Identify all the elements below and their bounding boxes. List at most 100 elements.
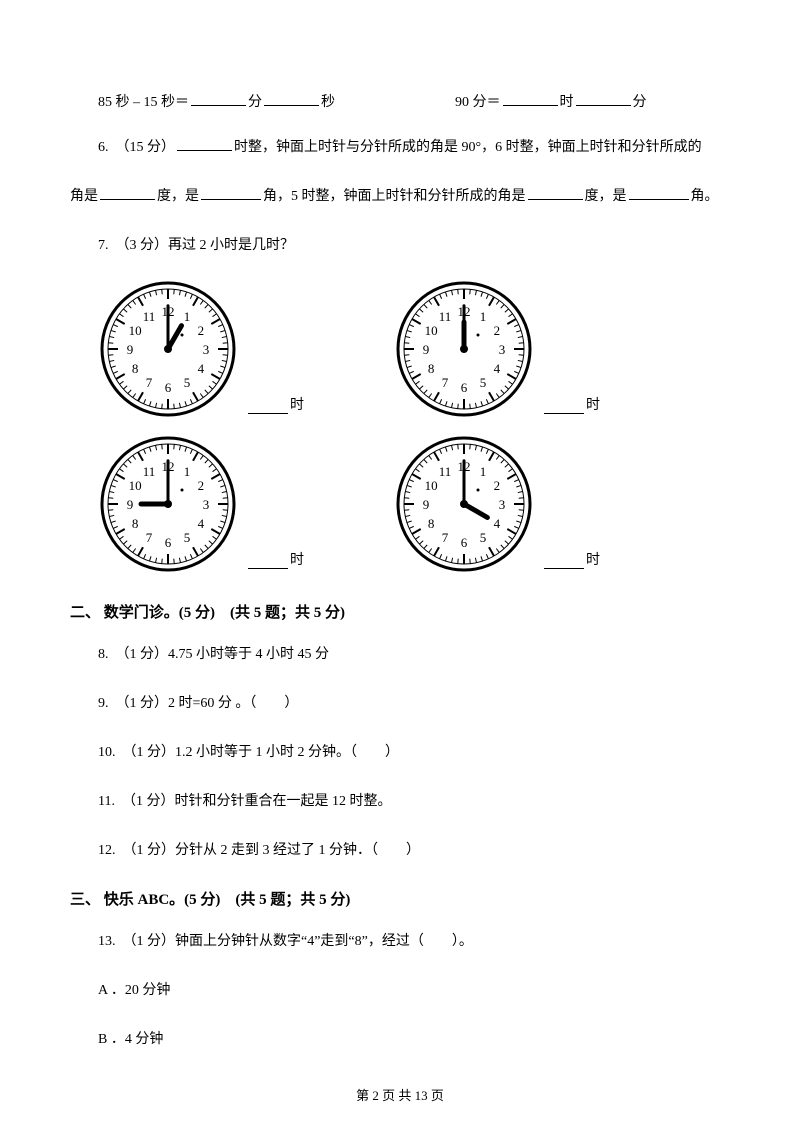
svg-text:1: 1 [184, 464, 191, 479]
svg-text:1: 1 [184, 309, 191, 324]
svg-text:7: 7 [146, 530, 153, 545]
q5-unit-hour: 时 [560, 95, 574, 110]
clock-label: 时 [542, 549, 600, 579]
clock-label: 时 [246, 549, 304, 579]
svg-text:7: 7 [442, 530, 449, 545]
svg-text:4: 4 [494, 361, 501, 376]
svg-text:8: 8 [428, 361, 435, 376]
svg-text:2: 2 [198, 478, 205, 493]
svg-text:10: 10 [129, 323, 142, 338]
svg-text:4: 4 [198, 361, 205, 376]
svg-text:6: 6 [461, 380, 468, 395]
svg-text:10: 10 [425, 478, 438, 493]
page-footer: 第 2 页 共 13 页 [0, 1085, 800, 1104]
clock-cell-4: 123456789101112 时 [394, 434, 600, 579]
svg-text:9: 9 [127, 342, 134, 357]
svg-text:5: 5 [184, 375, 191, 390]
q6-blank2[interactable] [100, 184, 155, 200]
svg-text:5: 5 [480, 530, 487, 545]
clock-blank[interactable] [248, 553, 288, 569]
svg-text:8: 8 [132, 516, 139, 531]
clock-unit: 时 [290, 549, 304, 569]
svg-text:6: 6 [165, 535, 172, 550]
svg-text:11: 11 [439, 309, 452, 324]
q5-blank-min[interactable] [191, 90, 246, 106]
clock-blank[interactable] [248, 398, 288, 414]
question-5-row: 85 秒 – 15 秒＝ 分 秒 90 分＝ 时 分 [70, 90, 730, 111]
svg-text:3: 3 [499, 342, 506, 357]
option-a[interactable]: A ．20 分钟 [70, 976, 730, 1007]
q6-text-a: 时整，钟面上时针与分针所成的角是 90°，6 时整，钟面上时针和分针所成的 [234, 140, 702, 155]
q6-b3: 角，5 时整，钟面上时针和分针所成的角是 [263, 189, 526, 204]
clocks-row-2: 123456789101112 时 123456789101112 时 [98, 434, 730, 579]
svg-text:9: 9 [127, 497, 134, 512]
q6-b4: 度，是 [585, 189, 627, 204]
question-11: 11. （1 分）时针和分针重合在一起是 12 时整。 [70, 787, 730, 818]
q5-blank-min2[interactable] [576, 90, 631, 106]
svg-text:10: 10 [425, 323, 438, 338]
q6-b5: 角。 [691, 189, 719, 204]
clock-unit: 时 [586, 394, 600, 414]
question-9: 9. （1 分）2 时=60 分 。（ ） [70, 689, 730, 720]
svg-text:4: 4 [494, 516, 501, 531]
clock-icon: 123456789101112 [98, 279, 238, 424]
q5-blank-hour[interactable] [503, 90, 558, 106]
svg-text:2: 2 [198, 323, 205, 338]
clock-blank[interactable] [544, 398, 584, 414]
question-6-line1: 6. （15 分） 时整，钟面上时针与分针所成的角是 90°，6 时整，钟面上时针… [70, 133, 730, 164]
question-6-line2: 角是度，是角，5 时整，钟面上时针和分针所成的角是度，是角。 [70, 182, 730, 213]
svg-text:5: 5 [184, 530, 191, 545]
svg-text:5: 5 [480, 375, 487, 390]
svg-text:3: 3 [203, 497, 210, 512]
svg-text:2: 2 [494, 478, 501, 493]
svg-text:10: 10 [129, 478, 142, 493]
svg-text:1: 1 [480, 464, 487, 479]
q5-right: 90 分＝ 时 分 [455, 90, 647, 111]
clock-label: 时 [542, 394, 600, 424]
svg-text:3: 3 [499, 497, 506, 512]
clock-cell-3: 123456789101112 时 [98, 434, 304, 579]
section-3-title: 三、 快乐 ABC。(5 分) (共 5 题；共 5 分) [70, 888, 730, 909]
option-b[interactable]: B ．4 分钟 [70, 1025, 730, 1056]
svg-text:9: 9 [423, 497, 430, 512]
q6-blank5[interactable] [629, 184, 689, 200]
question-13: 13. （1 分）钟面上分钟针从数字“4”走到“8”，经过（ ）。 [70, 927, 730, 958]
svg-text:7: 7 [442, 375, 449, 390]
clock-label: 时 [246, 394, 304, 424]
svg-text:6: 6 [461, 535, 468, 550]
clock-unit: 时 [586, 549, 600, 569]
svg-text:8: 8 [132, 361, 139, 376]
svg-text:11: 11 [439, 464, 452, 479]
q5-blank-sec[interactable] [264, 90, 319, 106]
svg-text:2: 2 [494, 323, 501, 338]
q6-blank3[interactable] [201, 184, 261, 200]
svg-text:11: 11 [143, 309, 156, 324]
svg-text:9: 9 [423, 342, 430, 357]
svg-text:7: 7 [146, 375, 153, 390]
svg-text:8: 8 [428, 516, 435, 531]
svg-text:3: 3 [203, 342, 210, 357]
clock-icon: 123456789101112 [98, 434, 238, 579]
clock-blank[interactable] [544, 553, 584, 569]
q5-unit-sec: 秒 [321, 95, 335, 110]
q5-left: 85 秒 – 15 秒＝ 分 秒 [70, 90, 335, 111]
question-12: 12. （1 分）分针从 2 走到 3 经过了 1 分钟．（ ） [70, 836, 730, 867]
q5-left-prefix: 85 秒 – 15 秒＝ [98, 95, 189, 110]
question-8: 8. （1 分）4.75 小时等于 4 小时 45 分 [70, 640, 730, 671]
q6-blank1[interactable] [177, 135, 232, 151]
svg-text:11: 11 [143, 464, 156, 479]
q6-b1: 角是 [70, 189, 98, 204]
clocks-row-1: 123456789101112 时 123456789101112 时 [98, 279, 730, 424]
q6-blank4[interactable] [528, 184, 583, 200]
svg-text:1: 1 [480, 309, 487, 324]
question-10: 10. （1 分）1.2 小时等于 1 小时 2 分钟。（ ） [70, 738, 730, 769]
svg-text:4: 4 [198, 516, 205, 531]
q5-unit-min2: 分 [633, 95, 647, 110]
clock-cell-2: 123456789101112 时 [394, 279, 600, 424]
clock-icon: 123456789101112 [394, 434, 534, 579]
clock-icon: 123456789101112 [394, 279, 534, 424]
q6-prefix: 6. （15 分） [98, 140, 175, 155]
q5-unit-min: 分 [248, 95, 262, 110]
clock-unit: 时 [290, 394, 304, 414]
q5-right-prefix: 90 分＝ [455, 95, 501, 110]
